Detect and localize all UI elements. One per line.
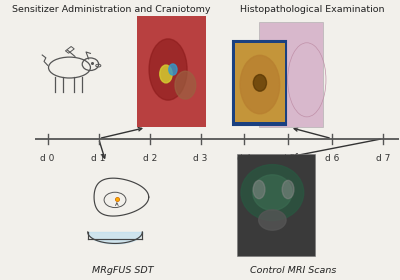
Ellipse shape xyxy=(282,180,294,199)
Ellipse shape xyxy=(241,165,304,221)
Text: Control MRI Scans: Control MRI Scans xyxy=(250,266,337,275)
Ellipse shape xyxy=(149,39,187,100)
Bar xyxy=(137,16,206,127)
Ellipse shape xyxy=(169,64,177,75)
Bar xyxy=(235,43,284,122)
Text: d 7: d 7 xyxy=(376,154,390,163)
Ellipse shape xyxy=(259,210,286,230)
Text: MRgFUS SDT: MRgFUS SDT xyxy=(92,266,153,275)
Text: d 4: d 4 xyxy=(237,154,252,163)
Text: d 3: d 3 xyxy=(194,154,208,163)
Text: d 0: d 0 xyxy=(40,154,55,163)
Ellipse shape xyxy=(253,180,265,199)
Bar xyxy=(259,22,323,127)
Text: Histopathological Examination: Histopathological Examination xyxy=(240,5,384,14)
Ellipse shape xyxy=(253,74,266,91)
Bar xyxy=(237,154,316,256)
Ellipse shape xyxy=(240,55,280,114)
Bar xyxy=(66,46,74,53)
Text: Sensitizer Administration and Craniotomy: Sensitizer Administration and Craniotomy xyxy=(12,5,211,14)
Ellipse shape xyxy=(160,65,172,83)
Ellipse shape xyxy=(253,175,292,210)
Text: d 1: d 1 xyxy=(92,154,106,163)
Text: d 6: d 6 xyxy=(325,154,339,163)
Ellipse shape xyxy=(175,71,196,99)
Text: d 5: d 5 xyxy=(281,154,295,163)
Bar xyxy=(234,41,286,125)
Text: d 2: d 2 xyxy=(142,154,157,163)
